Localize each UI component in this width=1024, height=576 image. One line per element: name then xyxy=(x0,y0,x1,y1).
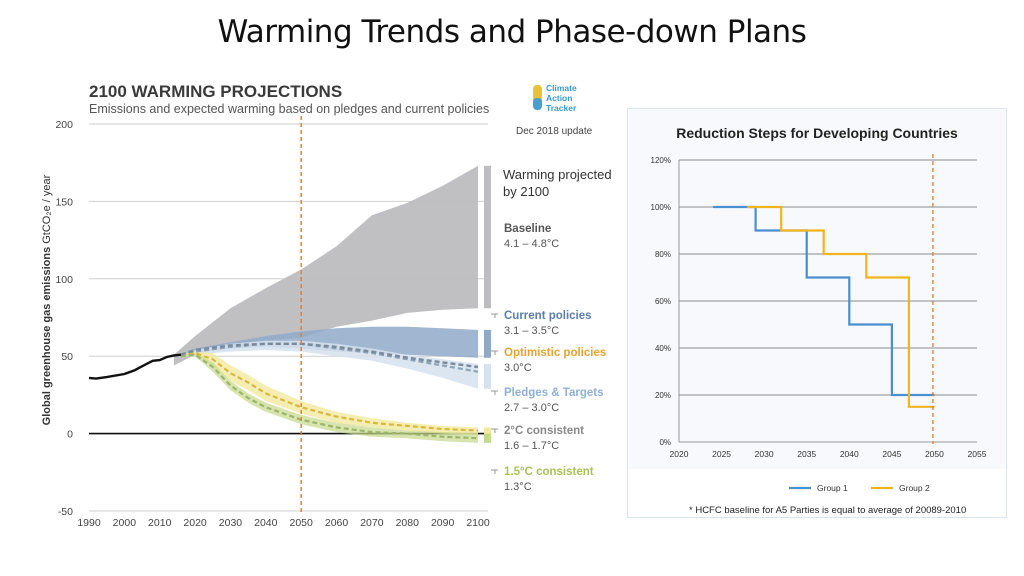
chart2-xtick-label: 2040 xyxy=(840,449,859,459)
chart2-ytick-label: 40% xyxy=(655,344,671,353)
logo-word-tracker: Tracker xyxy=(546,103,577,113)
chart1-xtick-label: 2000 xyxy=(113,517,137,529)
current-policies-legend-label: Current policies xyxy=(504,310,592,322)
chart2-xtick-label: 2030 xyxy=(755,449,774,459)
chart1-ytick-label: 150 xyxy=(55,196,73,208)
legend-label-group-2: Group 2 xyxy=(899,483,930,493)
chart2-plot-panel xyxy=(628,109,1006,469)
chart1-ytick-label: 50 xyxy=(61,351,73,363)
climate-action-tracker-logo: Climate Action Tracker xyxy=(533,83,577,113)
chart1-ytick-label: 200 xyxy=(55,119,73,131)
one-five-range-bar xyxy=(484,433,491,443)
chart2-ytick-label: 20% xyxy=(655,391,671,400)
chart1-ytick-label: 100 xyxy=(55,274,73,286)
legend-connector xyxy=(491,469,498,474)
pledges-targets-legend-range: 2.7 – 3.0°C xyxy=(504,402,559,414)
chart1-xtick-label: 2080 xyxy=(396,517,420,529)
chart2-ytick-label: 80% xyxy=(655,250,671,259)
legend-connector xyxy=(491,313,498,318)
chart2-ytick-label: 120% xyxy=(651,156,671,165)
baseline-band xyxy=(173,165,478,366)
chart1-subtitle: Emissions and expected warming based on … xyxy=(89,102,489,116)
legend-heading: Warming projected xyxy=(503,167,612,182)
optimistic-policies-line xyxy=(180,342,479,369)
logo-word-climate: Climate xyxy=(546,83,577,93)
chart1-title: 2100 WARMING PROJECTIONS xyxy=(89,82,342,101)
chart1-xtick-label: 2040 xyxy=(254,517,278,529)
chart1-xtick-label: 2050 xyxy=(290,517,314,529)
chart2-ytick-label: 60% xyxy=(655,297,671,306)
chart1-xtick-label: 2100 xyxy=(466,517,490,529)
legend-connector xyxy=(491,428,498,433)
chart2-xtick-label: 2050 xyxy=(925,449,944,459)
chart1-ylabel: Global greenhouse gas emissions GtCO₂e /… xyxy=(41,174,53,425)
one-five-degree-legend-range: 1.3°C xyxy=(504,481,532,493)
pledges-targets-legend-label: Pledges & Targets xyxy=(504,387,604,399)
group-2-line xyxy=(747,205,935,408)
reduction-steps-chart: Reduction Steps for Developing Countries… xyxy=(627,108,1007,518)
two-degree-midline xyxy=(180,351,479,432)
chart2-xtick-label: 2045 xyxy=(882,449,901,459)
current-policies-legend-range: 3.1 – 3.5°C xyxy=(504,325,559,337)
warming-projections-chart: 2100 WARMING PROJECTIONS Emissions and e… xyxy=(41,82,612,529)
baseline-legend-label: Baseline xyxy=(504,223,551,235)
one-five-degree-midline xyxy=(180,353,479,440)
chart1-xtick-label: 2090 xyxy=(431,517,455,529)
chart1-ytick-label: 0 xyxy=(67,429,73,441)
group-1-line xyxy=(713,205,935,397)
two-degree-band xyxy=(180,351,478,436)
baseline-legend-range: 4.1 – 4.8°C xyxy=(504,238,559,250)
optimistic-policies-legend-label: Optimistic policies xyxy=(504,347,606,359)
slide-title: Warming Trends and Phase-down Plans xyxy=(217,14,807,50)
logo-word-action: Action xyxy=(546,93,572,103)
chart2-ytick-label: 100% xyxy=(651,203,671,212)
chart1-xtick-label: 2020 xyxy=(183,517,207,529)
historical-emissions-line xyxy=(88,353,182,380)
current-policies-band xyxy=(180,326,478,358)
chart2-xtick-label: 2055 xyxy=(968,449,987,459)
one-five-degree-legend-label: 1.5°C consistent xyxy=(504,466,594,478)
chart1-xtick-label: 1990 xyxy=(77,517,101,529)
chart1-xtick-label: 2030 xyxy=(219,517,243,529)
chart1-xtick-label: 2010 xyxy=(148,517,172,529)
chart2-title: Reduction Steps for Developing Countries xyxy=(676,125,958,141)
legend-label-group-1: Group 1 xyxy=(817,483,848,493)
chart2-xtick-label: 2020 xyxy=(670,449,689,459)
chart1-xtick-label: 2070 xyxy=(360,517,384,529)
optimistic-policies-legend-range: 3.0°C xyxy=(504,362,532,374)
pledges-range-bar xyxy=(484,363,491,389)
legend-connector xyxy=(491,350,498,355)
legend-connector xyxy=(491,390,498,395)
current-policies-range-bar xyxy=(484,329,491,358)
chart1-ytick-label: -50 xyxy=(58,506,73,518)
chart1-xtick-label: 2060 xyxy=(325,517,349,529)
chart2-xtick-label: 2025 xyxy=(712,449,731,459)
update-note: Dec 2018 update xyxy=(516,126,593,137)
pledges-targets-band xyxy=(180,340,478,389)
legend-heading: by 2100 xyxy=(503,184,549,199)
two-degree-range-bar xyxy=(484,427,491,436)
two-degree-legend-label: 2°C consistent xyxy=(504,425,584,437)
chart2-footnote-panel xyxy=(628,469,1006,517)
chart2-footnote: * HCFC baseline for A5 Parties is equal … xyxy=(689,505,966,516)
two-degree-legend-range: 1.6 – 1.7°C xyxy=(504,440,559,452)
baseline-range-bar xyxy=(484,165,491,309)
chart2-ytick-label: 0% xyxy=(659,438,671,447)
chart2-xtick-label: 2035 xyxy=(797,449,816,459)
